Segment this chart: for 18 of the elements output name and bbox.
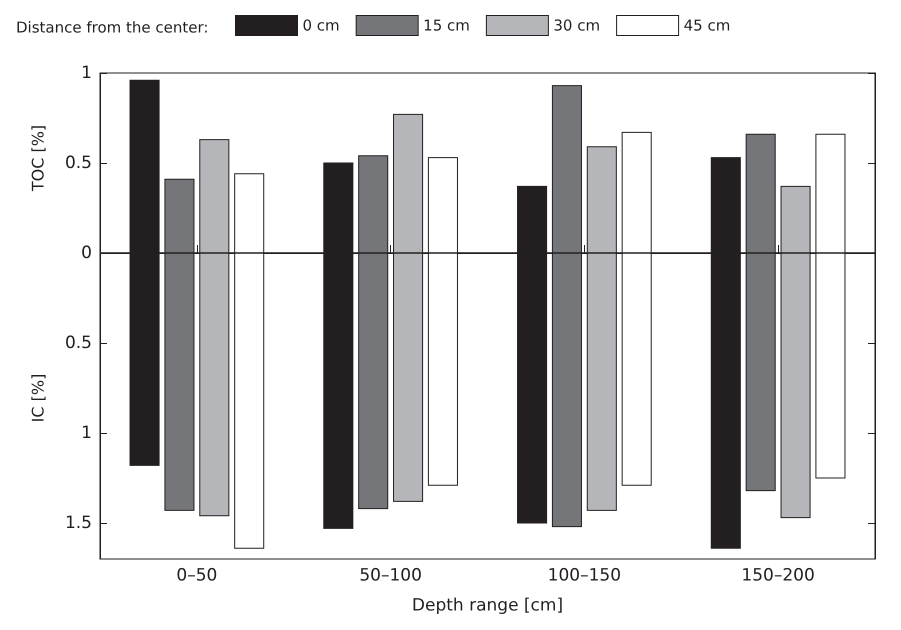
legend-title: Distance from the center:: [16, 18, 208, 36]
y-tick-label: 0: [81, 243, 92, 263]
y-tick-label: 1.5: [64, 513, 92, 533]
x-tick-label: 50–100: [359, 566, 422, 586]
x-tick-label: 100–150: [548, 566, 622, 586]
y-tick-label: 0.5: [64, 153, 92, 173]
x-axis-title: Depth range [cm]: [412, 596, 564, 616]
legend-label: 30 cm: [553, 16, 600, 34]
legend-label: 45 cm: [684, 16, 730, 34]
x-tick-label: 150–200: [741, 566, 815, 586]
y-tick-label: 1: [81, 423, 92, 443]
text: IC [%]: [28, 374, 48, 422]
x-tick-label: 0–50: [176, 566, 218, 586]
y-tick-label: 1: [81, 63, 92, 83]
y-tick-label: 0.5: [64, 333, 92, 353]
legend-label: 0 cm: [302, 16, 340, 34]
legend-label: 15 cm: [423, 16, 470, 34]
y-axis-title: TOC [%]: [28, 124, 48, 192]
